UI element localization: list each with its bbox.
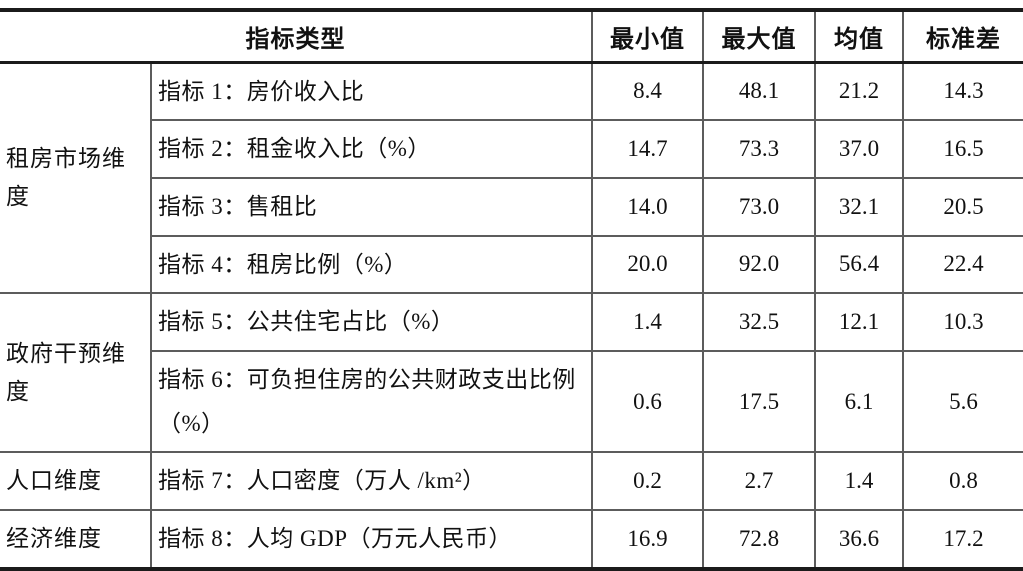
- indicator-8-std: 17.2: [902, 509, 1023, 569]
- indicator-8-min: 16.9: [591, 509, 703, 569]
- indicator-7-mean: 1.4: [814, 451, 903, 510]
- indicator-5-min: 1.4: [591, 292, 703, 351]
- table-row: 指标 4：租房比例（%） 20.0 92.0 56.4 22.4: [0, 234, 1023, 294]
- dimension-economic: 经济维度: [0, 509, 152, 569]
- table-row: 指标 2：租金收入比（%） 14.7 73.3 37.0 16.5: [0, 119, 1023, 178]
- indicator-6-max: 17.5: [702, 349, 815, 453]
- indicator-2-max: 73.3: [702, 119, 815, 178]
- header-std: 标准差: [902, 10, 1023, 64]
- indicator-7-std: 0.8: [902, 451, 1023, 510]
- indicator-8-label: 指标 8：人均 GDP（万元人民币）: [151, 509, 593, 569]
- indicator-6-label: 指标 6：可负担住房的公共财政支出比例（%）: [151, 349, 593, 453]
- indicator-7-min: 0.2: [591, 451, 703, 510]
- dimension-population: 人口维度: [0, 451, 152, 510]
- indicator-3-min: 14.0: [591, 176, 703, 236]
- indicator-8-mean: 36.6: [814, 509, 903, 569]
- header-max: 最大值: [702, 10, 815, 64]
- indicator-1-min: 8.4: [591, 60, 703, 121]
- indicator-1-std: 14.3: [902, 60, 1023, 121]
- indicator-6-mean: 6.1: [814, 349, 903, 453]
- indicator-4-std: 22.4: [902, 234, 1023, 294]
- table-row: 指标 6：可负担住房的公共财政支出比例（%） 0.6 17.5 6.1 5.6: [0, 349, 1023, 453]
- table-row: 租房市场维度 指标 1：房价收入比 8.4 48.1 21.2 14.3: [0, 60, 1023, 294]
- statistics-table: 指标类型 最小值 最大值 均值 标准差 租房市场维度 指标 1：房价收入比 8.…: [0, 8, 1023, 571]
- indicator-3-mean: 32.1: [814, 176, 903, 236]
- table-row: 指标 3：售租比 14.0 73.0 32.1 20.5: [0, 176, 1023, 236]
- indicator-4-label: 指标 4：租房比例（%）: [151, 234, 593, 294]
- indicator-5-label: 指标 5：公共住宅占比（%）: [151, 292, 593, 351]
- indicator-6-min: 0.6: [591, 349, 703, 453]
- indicator-5-max: 32.5: [702, 292, 815, 351]
- indicator-3-max: 73.0: [702, 176, 815, 236]
- dimension-government-intervention: 政府干预维度: [0, 292, 152, 453]
- indicator-1-label: 指标 1：房价收入比: [151, 60, 593, 121]
- indicator-2-label: 指标 2：租金收入比（%）: [151, 119, 593, 178]
- indicator-7-label: 指标 7：人口密度（万人 /km²）: [151, 451, 593, 510]
- table-row: 政府干预维度 指标 5：公共住宅占比（%） 1.4 32.5 12.1 10.3: [0, 292, 1023, 453]
- header-min: 最小值: [591, 10, 703, 64]
- indicator-3-label: 指标 3：售租比: [151, 176, 593, 236]
- table-row: 经济维度 指标 8：人均 GDP（万元人民币） 16.9 72.8 36.6 1…: [0, 509, 1023, 569]
- header-indicator-type: 指标类型: [0, 10, 592, 64]
- indicator-5-std: 10.3: [902, 292, 1023, 351]
- indicator-2-mean: 37.0: [814, 119, 903, 178]
- header-row: 指标类型 最小值 最大值 均值 标准差: [0, 10, 1023, 64]
- indicator-4-max: 92.0: [702, 234, 815, 294]
- table-row: 人口维度 指标 7：人口密度（万人 /km²） 0.2 2.7 1.4 0.8: [0, 451, 1023, 510]
- indicator-8-max: 72.8: [702, 509, 815, 569]
- indicator-4-mean: 56.4: [814, 234, 903, 294]
- indicator-3-std: 20.5: [902, 176, 1023, 236]
- indicator-1-mean: 21.2: [814, 60, 903, 121]
- indicator-2-min: 14.7: [591, 119, 703, 178]
- indicator-6-std: 5.6: [902, 349, 1023, 453]
- indicator-2-std: 16.5: [902, 119, 1023, 178]
- indicator-5-mean: 12.1: [814, 292, 903, 351]
- header-mean: 均值: [814, 10, 903, 64]
- indicator-4-min: 20.0: [591, 234, 703, 294]
- dimension-rental-market: 租房市场维度: [0, 60, 152, 294]
- indicator-7-max: 2.7: [702, 451, 815, 510]
- indicator-1-max: 48.1: [702, 60, 815, 121]
